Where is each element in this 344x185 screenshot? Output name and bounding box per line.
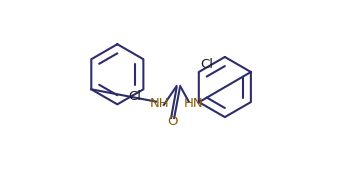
Text: HN: HN <box>184 97 204 110</box>
Text: Cl: Cl <box>200 58 213 71</box>
Text: O: O <box>167 115 177 128</box>
Text: Cl: Cl <box>129 90 141 103</box>
Text: NH: NH <box>149 97 169 110</box>
